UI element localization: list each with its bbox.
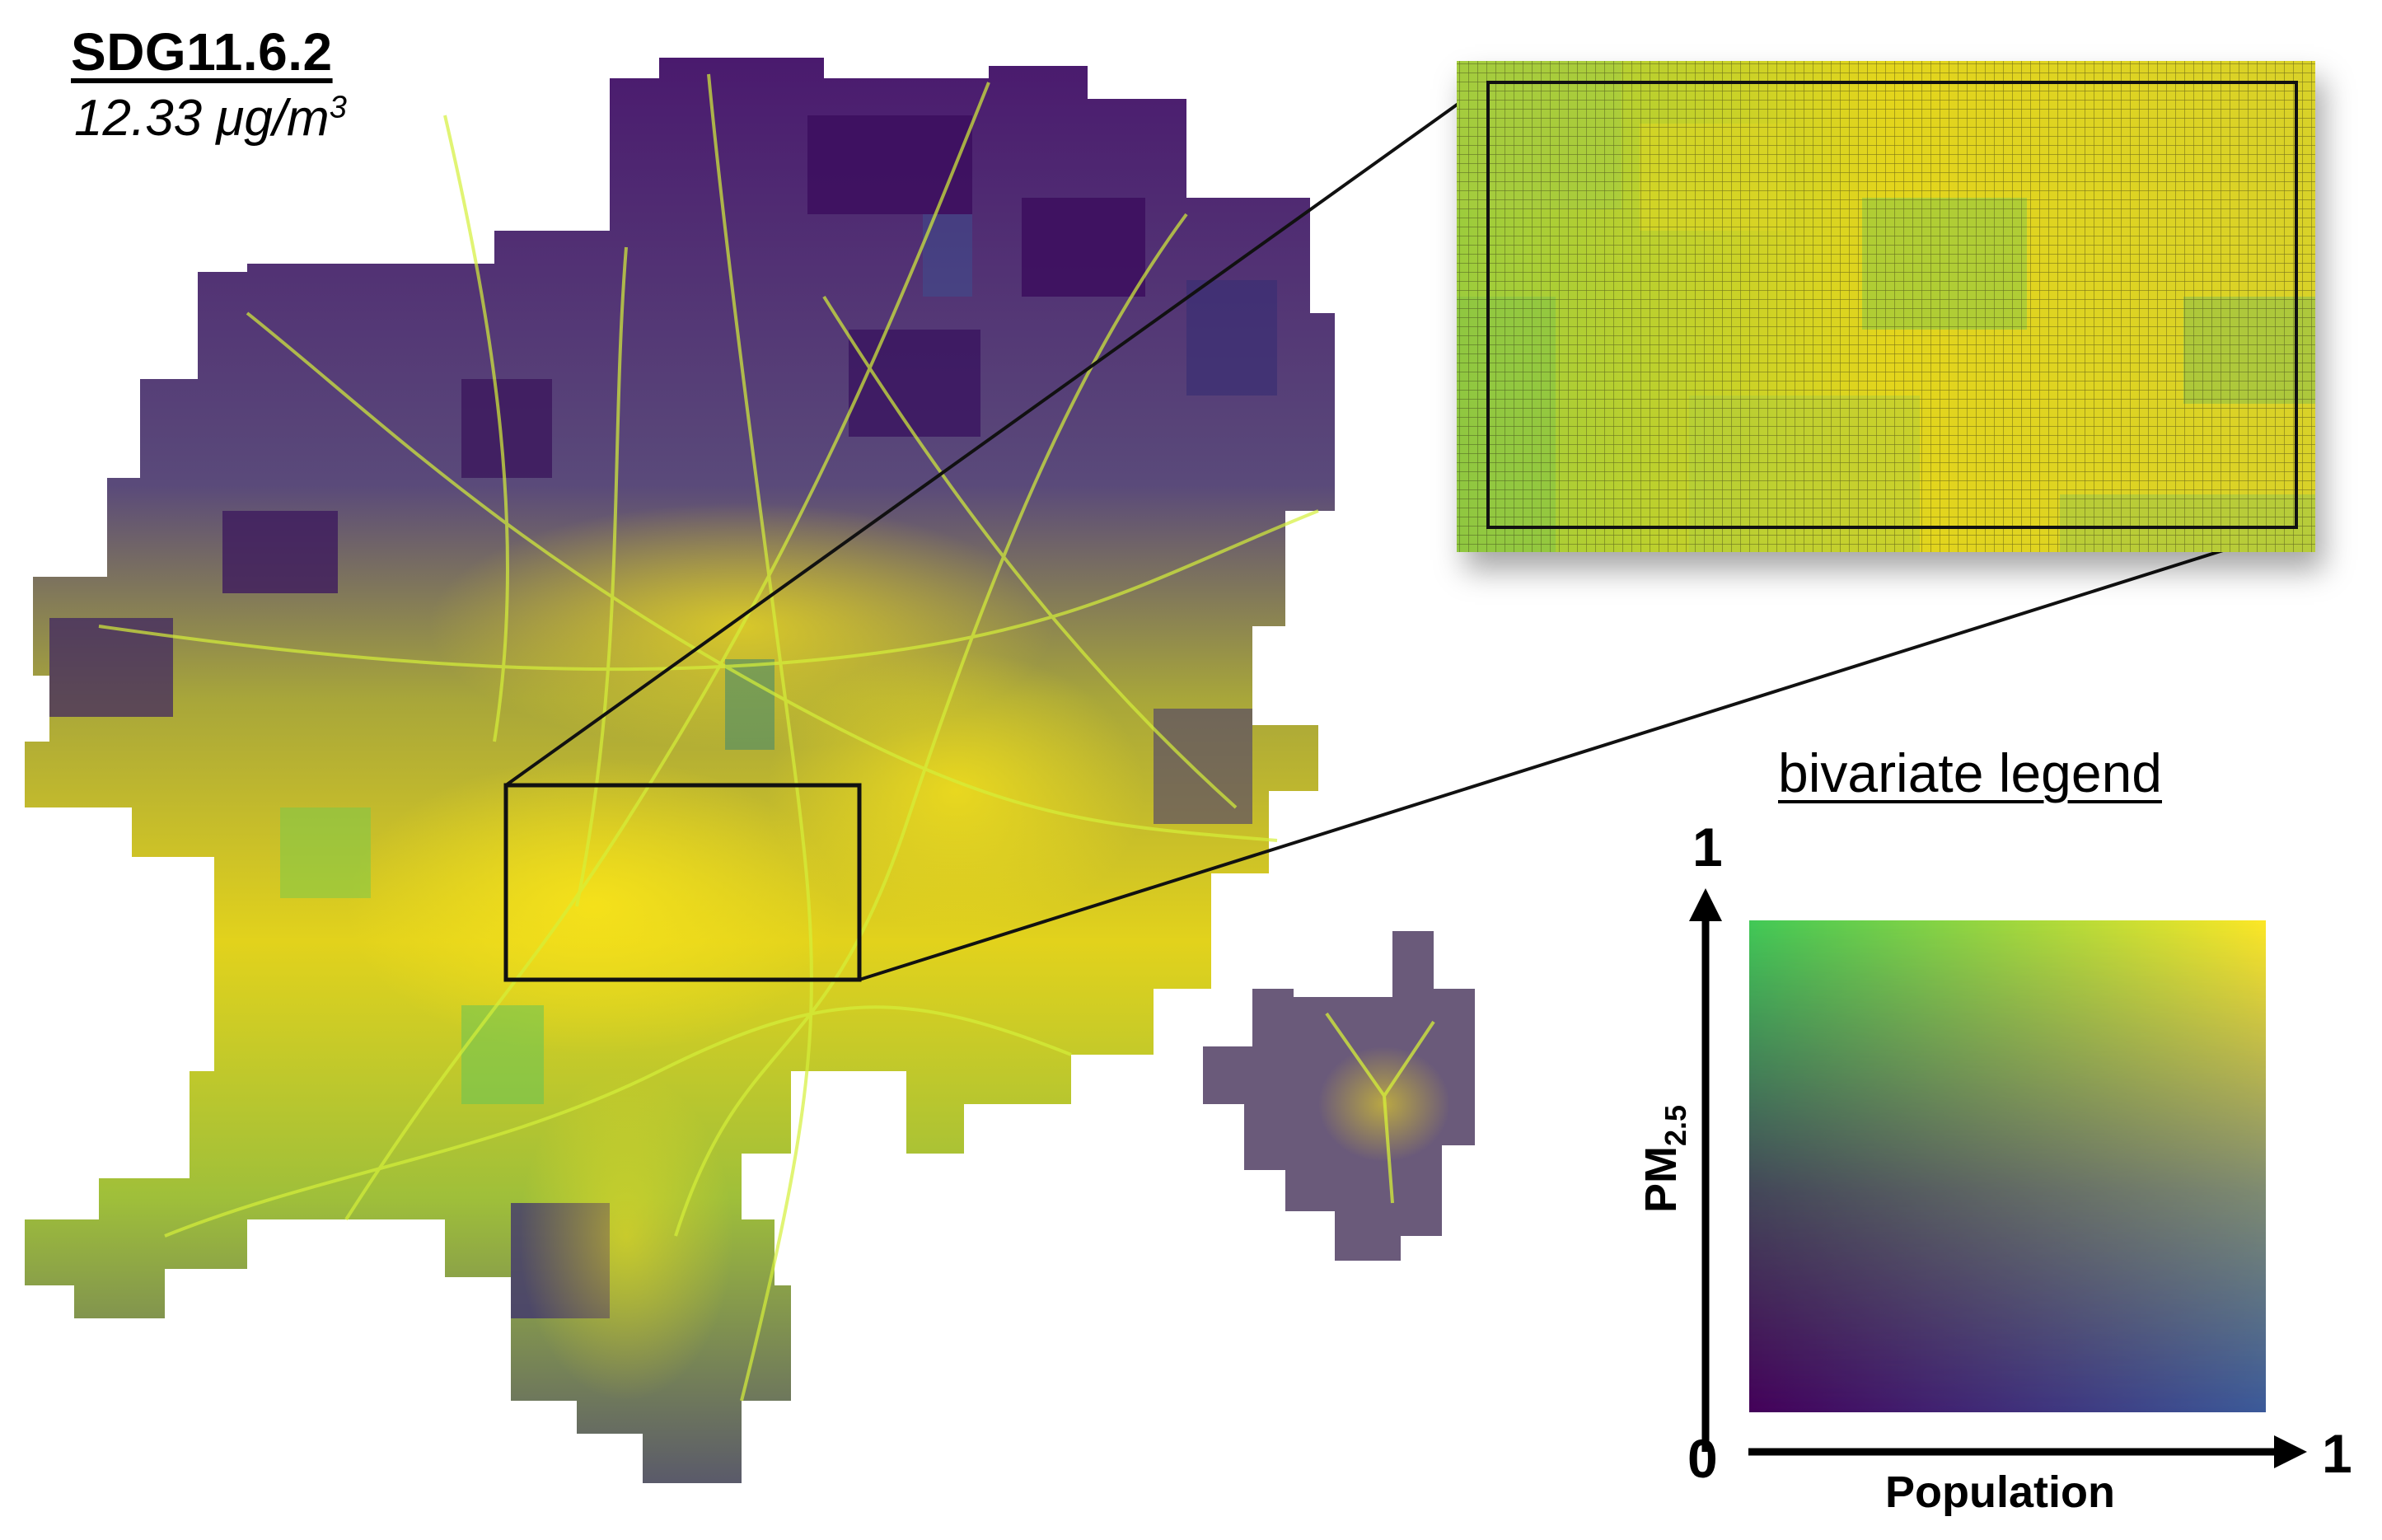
legend-y-axis-label-main: PM — [1636, 1146, 1686, 1213]
indicator-value-exponent: 3 — [329, 90, 347, 125]
legend-x-max-tick: 1 — [2322, 1423, 2352, 1484]
indicator-value: 12.33 μg/m3 — [74, 89, 347, 147]
connector-line-top — [504, 81, 1490, 787]
legend-y-axis-label-sub: 2.5 — [1658, 1104, 1692, 1146]
indicator-title: SDG11.6.2 — [71, 22, 333, 82]
connector-line-bottom — [859, 526, 2297, 981]
legend-axes — [1689, 888, 2307, 1468]
indicator-value-text: 12.33 μg/m — [74, 90, 330, 147]
bivariate-legend-square — [1749, 920, 2266, 1412]
inset-shadow — [1457, 61, 2315, 552]
legend-y-max-tick: 1 — [1692, 817, 1723, 878]
legend-title: bivariate legend — [1778, 742, 2162, 803]
zoom-inset — [1457, 61, 2315, 552]
small-city-region — [1203, 931, 1475, 1261]
zoom-box — [503, 783, 862, 982]
main-city-region — [25, 58, 1335, 1483]
legend-x-axis-label: Population — [1885, 1467, 2115, 1517]
legend-origin-tick: 0 — [1687, 1428, 1718, 1489]
legend-y-axis-label: PM2.5 — [1636, 1105, 1693, 1213]
